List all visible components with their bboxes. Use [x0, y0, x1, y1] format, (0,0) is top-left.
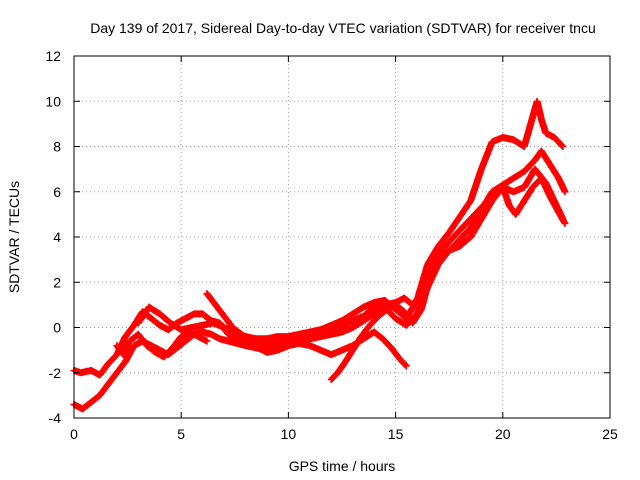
x-tick-label: 15: [388, 426, 404, 442]
x-tick-label: 0: [70, 426, 78, 442]
series-track-6: [113, 328, 211, 361]
y-tick-label: 4: [53, 229, 61, 245]
x-tick-label: 10: [281, 426, 297, 442]
series-track-2: [70, 147, 569, 413]
y-axis-label: SDTVAR / TECUs: [6, 181, 22, 293]
point-markers-track-6: [113, 328, 211, 361]
x-tick-label: 5: [177, 426, 185, 442]
y-tick-label: -4: [49, 410, 62, 426]
y-tick-label: 0: [53, 320, 61, 336]
y-tick-label: 12: [45, 48, 61, 64]
y-tick-label: 10: [45, 93, 61, 109]
series-track-4: [203, 290, 410, 370]
data-marks: [70, 97, 569, 413]
y-tick-label: -2: [49, 365, 62, 381]
point-markers-track-4: [203, 290, 410, 370]
axis-ticks: 0 5 10 15 20 25 -4 -2 0 2 4 6 8 10 12: [45, 48, 618, 442]
x-tick-label: 20: [495, 426, 511, 442]
y-tick-label: 8: [53, 139, 61, 155]
point-markers-track-2: [70, 147, 569, 413]
x-tick-label: 25: [602, 426, 618, 442]
y-tick-label: 6: [53, 184, 61, 200]
chart-title: Day 139 of 2017, Sidereal Day-to-day VTE…: [90, 20, 596, 36]
x-axis-label: GPS time / hours: [289, 458, 396, 474]
point-markers-track-5: [327, 174, 569, 383]
series-track-5: [327, 174, 569, 383]
y-tick-label: 2: [53, 274, 61, 290]
